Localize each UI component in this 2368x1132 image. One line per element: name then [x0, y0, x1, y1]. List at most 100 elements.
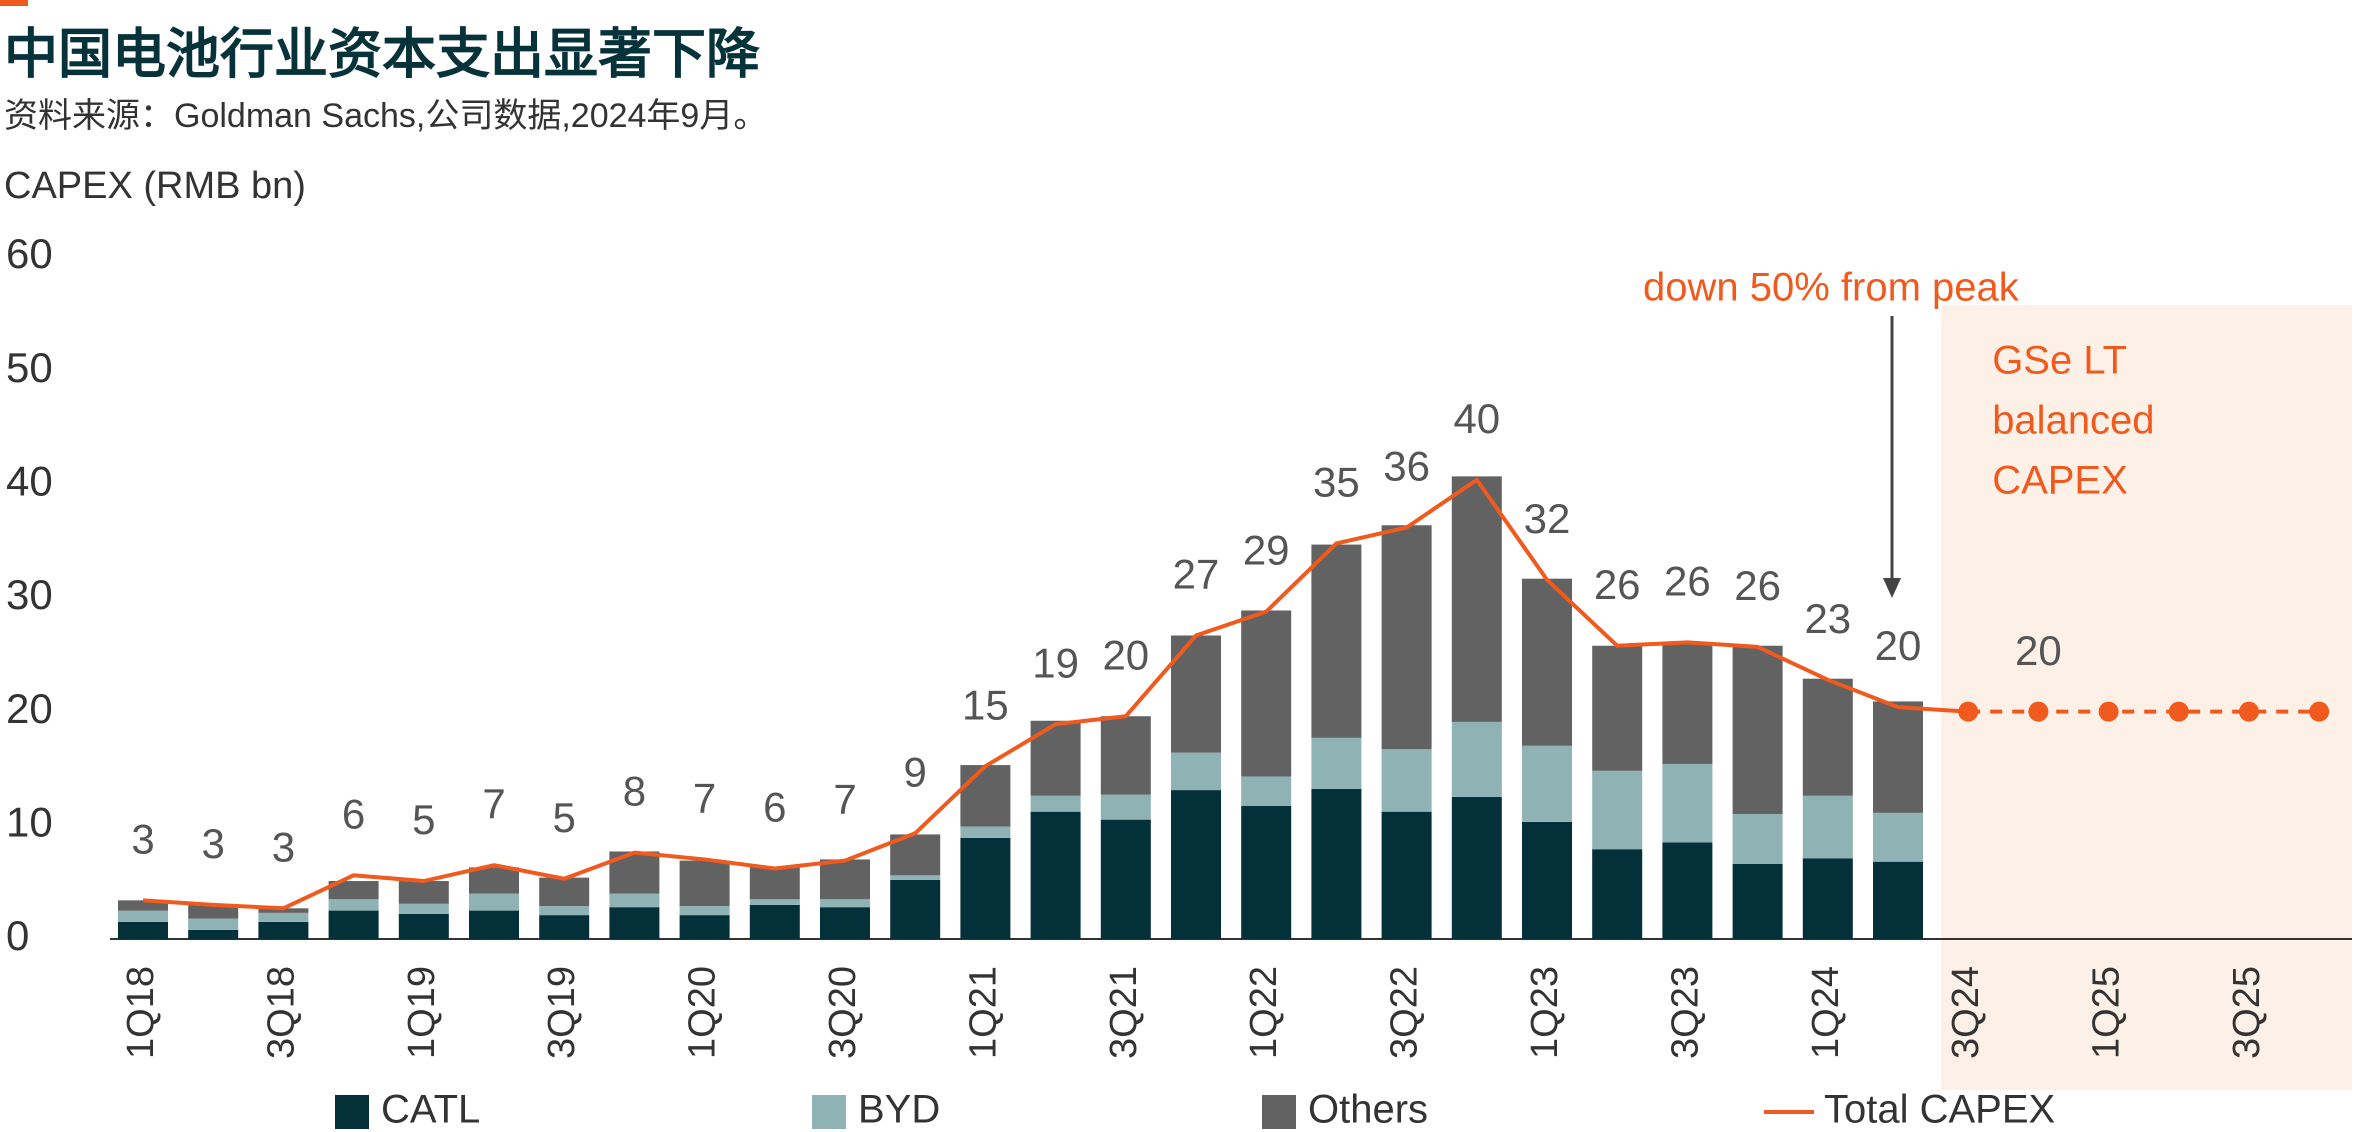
bar-segment	[1311, 544, 1362, 738]
forecast-label: CAPEX	[1992, 459, 2128, 503]
value-label: 32	[1524, 495, 1571, 542]
brand-mark	[0, 0, 28, 6]
bar-segment	[118, 921, 168, 939]
value-label: 15	[962, 681, 1009, 728]
bar-segment	[1662, 842, 1713, 939]
value-label: 36	[1383, 443, 1430, 490]
bar-segment	[188, 929, 239, 939]
value-label: 3	[272, 823, 295, 870]
x-tick-label: 3Q20	[822, 966, 864, 1059]
bar-segment	[1100, 819, 1151, 939]
bar-segment	[1030, 795, 1081, 812]
y-tick-label: 50	[6, 344, 53, 391]
bar-segment	[890, 875, 941, 880]
bar-segment	[960, 837, 1011, 939]
forecast-dot	[2028, 701, 2049, 722]
bar-segment	[1241, 610, 1292, 777]
value-label: 6	[763, 784, 786, 831]
chart-subtitle: 资料来源：Goldman Sachs,公司数据,2024年9月。	[4, 97, 767, 135]
legend-label: CATL	[381, 1088, 480, 1132]
annotation-arrowhead	[1883, 578, 1901, 598]
forecast-dot	[1958, 701, 1979, 722]
bar-segment	[398, 913, 449, 939]
value-label: 26	[1734, 562, 1781, 609]
value-label: 5	[553, 794, 576, 841]
bar-segment	[1100, 794, 1151, 820]
bar-segment	[1662, 642, 1713, 764]
value-label: 3	[202, 820, 225, 867]
bar-segment	[749, 867, 800, 900]
legend-swatch	[1262, 1095, 1296, 1129]
value-label: 23	[1804, 595, 1851, 642]
bar-segment	[1451, 796, 1502, 939]
bar-segment	[1592, 770, 1643, 850]
bar-segment	[749, 904, 800, 939]
y-axis-label: CAPEX (RMB bn)	[4, 165, 306, 207]
forecast-label: GSe LT	[1992, 339, 2127, 383]
value-label: 29	[1243, 527, 1290, 574]
value-label: 27	[1173, 551, 1220, 598]
bar-segment	[1873, 812, 1923, 862]
x-tick-label: 1Q22	[1243, 966, 1285, 1059]
forecast-label: balanced	[1992, 399, 2154, 443]
bar-segment	[469, 910, 519, 939]
total-line	[142, 477, 1969, 911]
value-label: 26	[1664, 557, 1711, 604]
legend-label: BYD	[858, 1088, 940, 1132]
value-label: 3	[131, 815, 154, 862]
bar-segment	[1522, 745, 1572, 822]
bar-segment	[398, 903, 449, 914]
bar-segment	[1311, 788, 1362, 939]
value-label: 7	[693, 775, 716, 822]
x-tick-label: 3Q23	[1664, 966, 1706, 1059]
x-tick-label: 1Q20	[682, 966, 724, 1059]
value-label: 7	[482, 780, 505, 827]
bar-segment	[1802, 795, 1853, 859]
forecast-dot	[2098, 701, 2119, 722]
bar-segment	[258, 921, 309, 939]
bar-segment	[1311, 737, 1362, 789]
legend-label: Others	[1308, 1088, 1428, 1132]
bar-segment	[1873, 701, 1923, 813]
value-label: 5	[412, 796, 435, 843]
value-label: 6	[342, 790, 365, 837]
x-tick-label: 1Q23	[1524, 966, 1566, 1059]
value-label: 8	[623, 768, 646, 815]
legend-swatch	[335, 1095, 369, 1129]
bar-segment	[820, 907, 870, 939]
value-label: 26	[1594, 561, 1641, 608]
bar-segment	[960, 765, 1011, 827]
bar-segment	[539, 915, 590, 939]
bar-segment	[469, 867, 519, 894]
bar-segment	[820, 859, 870, 900]
bar-segment	[1030, 720, 1081, 796]
annotation: down 50% from peak	[1643, 266, 2020, 310]
bar-segment	[539, 906, 590, 916]
bar-segment	[258, 912, 309, 922]
bar-segment	[1381, 811, 1432, 939]
bar-segment	[1171, 790, 1221, 939]
x-tick-label: 3Q24	[1945, 966, 1987, 1059]
bar-segment	[679, 915, 730, 939]
x-tick-label: 3Q21	[1103, 966, 1145, 1059]
x-tick-label: 3Q22	[1384, 966, 1426, 1059]
bar-segment	[1592, 645, 1643, 771]
bar-segment	[1381, 749, 1432, 812]
bar-segment	[1802, 858, 1853, 939]
bar-segment	[539, 877, 590, 907]
bar-segment	[749, 899, 800, 905]
bar-segment	[328, 899, 379, 911]
bar-segment	[1451, 476, 1502, 722]
bar-segment	[679, 906, 730, 916]
x-tick-label: 1Q24	[1805, 966, 1847, 1059]
forecast-dot	[2168, 701, 2189, 722]
bar-segment	[1451, 721, 1502, 797]
bar-segment	[679, 860, 730, 907]
bar-segment	[469, 893, 519, 911]
value-label: 19	[1032, 639, 1079, 686]
bar-segment	[188, 904, 239, 919]
bar-segment	[1802, 678, 1853, 796]
bar-segment	[1030, 811, 1081, 939]
